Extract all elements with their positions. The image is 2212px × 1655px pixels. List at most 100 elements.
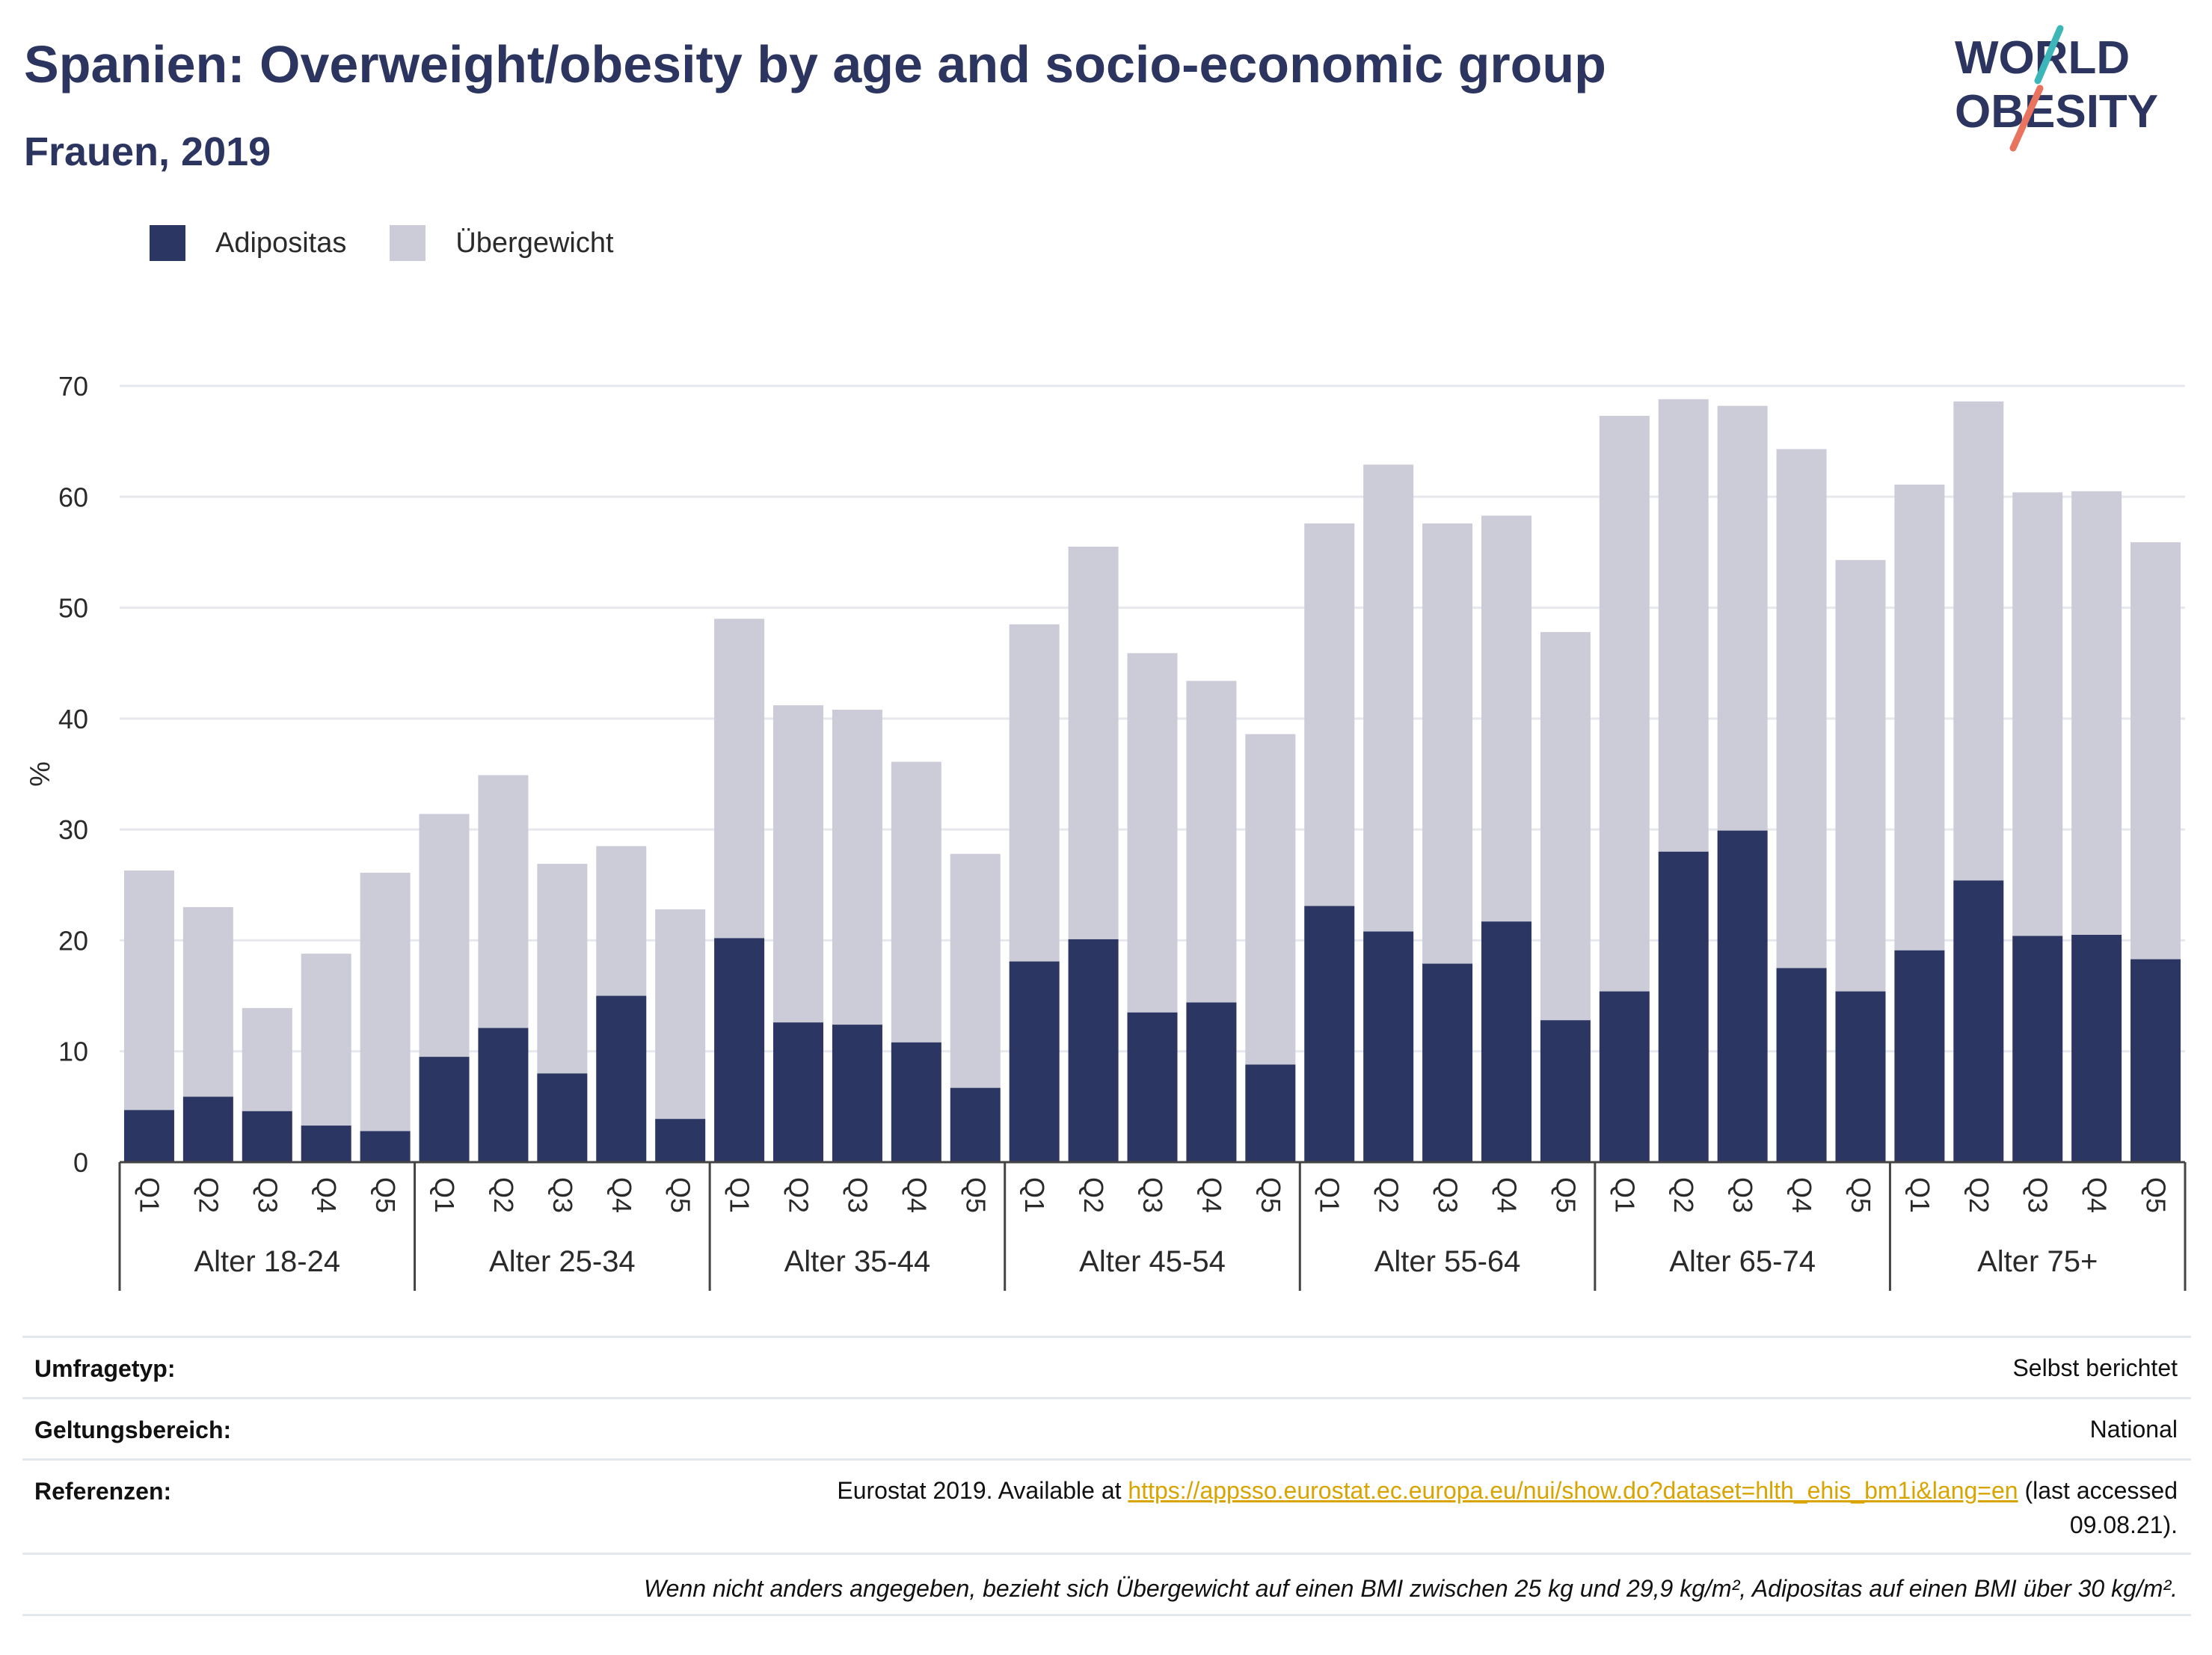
bar-adipositas [301,1126,351,1162]
bar-adipositas [1540,1020,1591,1162]
bar-adipositas [1245,1064,1296,1162]
x-tick-label: Q4 [1491,1177,1522,1213]
references-suffix: (last accessed [2018,1477,2178,1504]
bar-adipositas [478,1028,529,1162]
bar-uebergewicht [1245,734,1296,1065]
references-link[interactable]: https://appsso.eurostat.ec.europa.eu/nui… [1128,1477,2018,1504]
bar-uebergewicht [2012,492,2063,936]
bar-uebergewicht [1894,484,1945,951]
y-tick-label: 40 [58,704,88,734]
x-tick-label: Q4 [1196,1177,1227,1213]
x-tick-label: Q2 [193,1177,224,1213]
group-label: Alter 75+ [1977,1245,2098,1278]
x-tick-label: Q1 [134,1177,165,1213]
bar-adipositas [1422,963,1473,1162]
survey-type-label: Umfragetyp: [34,1355,176,1382]
bar-adipositas [1186,1002,1237,1162]
meta-divider-3 [22,1553,2191,1555]
bar-uebergewicht [1481,515,1531,922]
x-tick-label: Q5 [370,1177,401,1213]
bar-uebergewicht [537,864,588,1074]
bar-uebergewicht [360,872,411,1132]
bar-adipositas [950,1087,1001,1162]
group-label: Alter 45-54 [1079,1245,1226,1278]
bar-adipositas [596,995,647,1162]
bar-adipositas [832,1025,882,1162]
bar-uebergewicht [950,853,1001,1088]
bar-uebergewicht [1717,405,1768,831]
bar-uebergewicht [1009,624,1060,962]
x-tick-label: Q2 [1374,1177,1404,1213]
bar-uebergewicht [1422,523,1473,964]
chart-title: Spanien: Overweight/obesity by age and s… [24,35,1606,93]
stacked-bar-chart: 0 10 20 30 40 50 60 70% Q1 Q2 Q3 Q4 Q5 Alter 18-24 Q1 Q… [25,371,2187,1291]
x-tick-label: Q2 [784,1177,814,1213]
bar-adipositas [1894,950,1945,1162]
bar-adipositas [360,1131,411,1162]
y-tick-label: 20 [58,925,88,956]
group-label: Alter 25-34 [489,1245,636,1278]
bar-uebergewicht [1599,416,1650,992]
x-tick-label: Q1 [725,1177,755,1213]
bar-uebergewicht [655,909,706,1120]
bar-adipositas [1363,931,1414,1162]
x-tick-label: Q1 [1609,1177,1640,1213]
group-label: Alter 18-24 [194,1245,340,1278]
x-tick-label: Q5 [960,1177,991,1213]
scope-label: Geltungsbereich: [34,1416,232,1443]
bar-adipositas [242,1111,292,1162]
y-tick-label: 60 [58,482,88,512]
x-tick-label: Q3 [1727,1177,1758,1213]
bar-adipositas [2071,935,2122,1162]
logo-text-obesity: OBESITY [1955,86,2158,138]
bar-uebergewicht [1186,681,1237,1003]
bar-adipositas [1953,880,2004,1162]
references-date: 09.08.21). [2069,1511,2178,1538]
group-label: Alter 55-64 [1374,1245,1521,1278]
meta-divider-top [22,1336,2191,1338]
bar-uebergewicht [596,846,647,996]
bar-uebergewicht [182,906,233,1097]
bar-adipositas [1481,921,1531,1162]
references-label: Referenzen: [34,1478,172,1505]
y-axis-label: % [25,761,56,787]
x-tick-label: Q5 [1550,1177,1581,1213]
meta-divider-2 [22,1458,2191,1461]
bar-uebergewicht [1068,547,1119,939]
bar-uebergewicht [301,954,351,1126]
x-tick-label: Q3 [842,1177,873,1213]
legend-item-uebergewicht[interactable]: Übergewicht [390,225,614,261]
x-tick-label: Q1 [429,1177,460,1213]
x-tick-label: Q1 [1315,1177,1345,1213]
bar-adipositas [182,1096,233,1162]
bar-adipositas [123,1110,174,1162]
legend-item-adipositas[interactable]: Adipositas [150,225,346,261]
bar-uebergewicht [1540,632,1591,1021]
chart-subtitle: Frauen, 2019 [24,129,271,174]
bar-adipositas [419,1057,470,1162]
bar-adipositas [655,1119,706,1162]
references-value: Eurostat 2019. Available at https://apps… [383,1473,2178,1542]
x-tick-label: Q2 [1078,1177,1109,1213]
logo-slash-coral [2009,85,2044,152]
references-prefix: Eurostat 2019. Available at [837,1477,1128,1504]
bar-adipositas [891,1042,941,1162]
bar-uebergewicht [1953,401,2004,881]
x-tick-label: Q3 [1137,1177,1168,1213]
bar-adipositas [1009,961,1060,1162]
group-label: Alter 65-74 [1669,1245,1816,1278]
scope-value: National [2089,1416,2178,1443]
bar-uebergewicht [1776,449,1827,968]
bar-uebergewicht [1658,399,1709,852]
bar-uebergewicht [1363,464,1414,932]
bar-adipositas [1068,939,1119,1162]
group-label: Alter 35-44 [784,1245,931,1278]
bar-adipositas [773,1022,824,1162]
x-tick-label: Q2 [488,1177,519,1213]
x-tick-label: Q3 [2023,1177,2053,1213]
x-tick-label: Q3 [1433,1177,1463,1213]
bar-adipositas [1304,906,1355,1162]
x-tick-label: Q5 [666,1177,696,1213]
bar-uebergewicht [419,814,470,1057]
y-tick-label: 0 [73,1147,88,1178]
